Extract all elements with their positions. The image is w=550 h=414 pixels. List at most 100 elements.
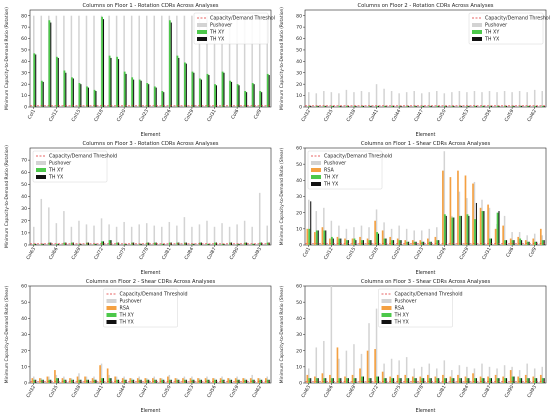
x-axis-label: Element: [141, 132, 161, 138]
legend-box: [307, 150, 383, 190]
bar-th-yx: [246, 92, 248, 107]
bar-th-yx: [178, 57, 180, 107]
bar-th-xy: [108, 240, 111, 245]
bar-th-yx: [87, 379, 89, 383]
bar-pushover: [145, 223, 148, 245]
bar-pushover: [375, 84, 378, 107]
bar-th-yx: [340, 238, 342, 245]
y-tick-label: 50: [296, 162, 302, 168]
x-tick-label: Col84: [458, 384, 470, 398]
bar-th-xy: [459, 378, 461, 383]
bar-pushover: [511, 92, 513, 107]
bar-pushover: [488, 207, 491, 245]
bar-th-yx: [310, 105, 312, 107]
bar-rsa: [419, 376, 422, 383]
x-tick-label: Col50: [161, 384, 173, 398]
x-tick-label: Col20: [391, 246, 403, 260]
bar-th-yx: [513, 105, 515, 107]
bar-pushover: [458, 91, 461, 107]
bar-th-xy: [541, 240, 544, 245]
bar-th-xy: [236, 84, 239, 107]
bar-th-yx: [95, 379, 97, 383]
y-tick-label: 0: [299, 105, 302, 111]
bar-pushover: [330, 286, 333, 383]
y-tick-label: 60: [21, 36, 27, 42]
bar-th-xy: [406, 378, 409, 383]
bar-th-xy: [436, 240, 439, 245]
bar-rsa: [344, 376, 346, 383]
bar-th-xy: [443, 105, 446, 107]
x-tick-label: Col72: [368, 384, 380, 398]
bar-pushover: [153, 15, 156, 108]
bar-th-yx: [370, 378, 372, 383]
legend-label: Pushover: [395, 299, 417, 305]
bar-pushover: [33, 226, 35, 245]
bar-pushover: [481, 363, 483, 383]
bar-rsa: [189, 378, 192, 383]
x-tick-label: Col62: [526, 108, 538, 122]
bar-rsa: [411, 240, 414, 245]
bar-pushover: [70, 15, 73, 108]
chart-panel: Columns on Floor 3 - Rotation CDRs Acros…: [4, 141, 272, 276]
bar-th-xy: [391, 105, 394, 107]
bar-th-yx: [50, 379, 52, 383]
bar-pushover: [206, 220, 208, 245]
bar-pushover: [413, 91, 415, 107]
bar-th-xy: [504, 378, 507, 383]
legend-box: [193, 12, 269, 45]
bar-th-yx: [408, 241, 410, 245]
bar-pushover: [518, 91, 521, 107]
bar-th-xy: [519, 105, 522, 107]
chart-panel: Columns on Floor 1 - Shear CDRs Across A…: [279, 141, 547, 276]
chart-title: Columns on Floor 1 - Shear CDRs Across A…: [361, 141, 491, 147]
legend-label: Capacity/Demand Threshold: [120, 292, 188, 298]
y-tick-label: 10: [296, 364, 302, 370]
bar-rsa: [99, 365, 101, 383]
chart-panel: Columns on Floor 1 - Rotation CDRs Acros…: [4, 3, 275, 138]
bar-th-xy: [229, 80, 232, 107]
x-tick-label: Col90: [229, 246, 241, 260]
bar-th-xy: [71, 77, 73, 107]
bar-th-yx: [193, 72, 195, 107]
x-tick-label: Col75: [116, 246, 128, 260]
bar-pushover: [183, 217, 186, 245]
x-tick-label: Col62: [251, 384, 263, 398]
bar-th-yx: [87, 87, 89, 107]
y-tick-label: 10: [21, 93, 27, 99]
bar-th-xy: [78, 83, 81, 107]
bar-pushover: [236, 376, 238, 383]
x-tick-label: Col59: [229, 384, 241, 398]
x-tick-label: Col63: [25, 246, 37, 260]
bar-th-xy: [338, 378, 341, 383]
bar-th-yx: [42, 243, 44, 245]
x-tick-label: Col66: [323, 384, 335, 398]
bar-pushover: [503, 91, 506, 107]
bar-rsa: [159, 378, 162, 383]
bar-th-yx: [543, 378, 545, 383]
bar-th-xy: [534, 378, 537, 383]
legend-label: Pushover: [210, 23, 232, 29]
legend-label: TH YX: [48, 175, 64, 181]
bar-th-yx: [57, 243, 59, 245]
bar-pushover: [93, 15, 95, 108]
y-tick-label: 10: [296, 93, 302, 99]
bar-rsa: [404, 374, 407, 383]
bar-th-xy: [474, 105, 476, 107]
bar-rsa: [449, 376, 452, 383]
bar-th-yx: [148, 379, 150, 383]
bar-th-xy: [330, 105, 333, 107]
bar-pushover: [161, 15, 163, 108]
bar-th-xy: [489, 378, 491, 383]
legend-label: TH YX: [209, 37, 225, 43]
bar-th-xy: [221, 243, 224, 245]
bar-pushover: [153, 376, 156, 383]
bar-pushover: [40, 198, 43, 245]
bar-th-yx: [453, 105, 455, 107]
legend-label: Capacity/Demand Threshold: [485, 16, 550, 22]
bar-rsa: [381, 371, 384, 383]
legend-swatch: [36, 161, 46, 165]
bar-rsa: [76, 376, 79, 383]
legend-swatch: [197, 30, 207, 34]
x-axis-label: Element: [416, 270, 436, 276]
bar-th-xy: [481, 211, 484, 245]
